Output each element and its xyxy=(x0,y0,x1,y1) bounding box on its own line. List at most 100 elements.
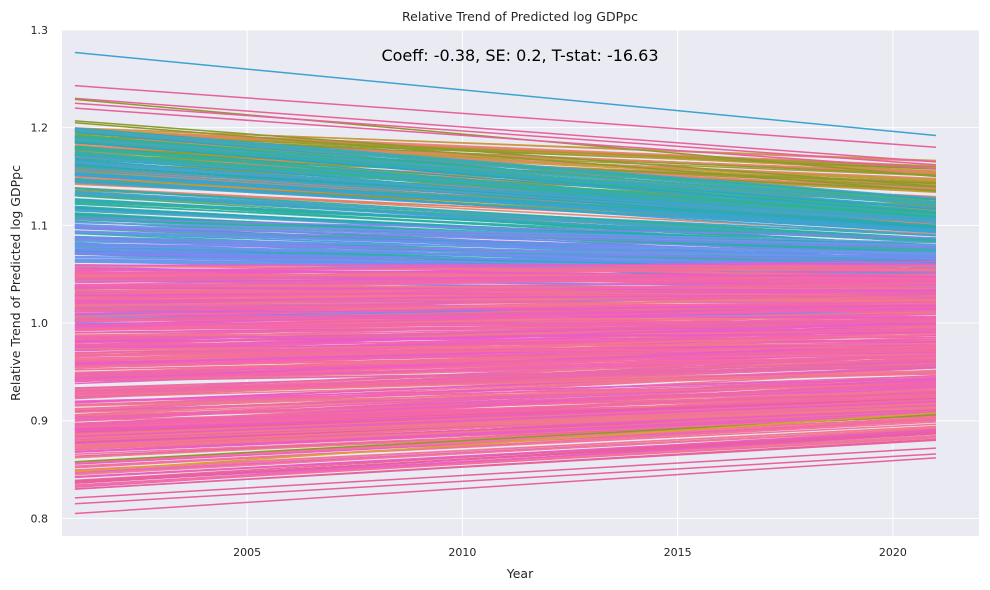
series-line xyxy=(74,360,936,389)
series-line xyxy=(74,413,936,448)
series-line xyxy=(74,359,936,382)
series-line xyxy=(74,315,936,319)
series-line xyxy=(74,331,936,343)
series-line xyxy=(74,263,936,267)
series-line xyxy=(74,315,936,338)
x-tick-label: 2020 xyxy=(879,546,907,559)
series-line xyxy=(74,394,936,422)
series-line xyxy=(74,309,936,323)
series-line xyxy=(74,245,936,259)
series-line xyxy=(74,439,936,490)
series-line xyxy=(74,221,936,244)
series-line xyxy=(74,217,936,239)
series-line xyxy=(74,399,936,431)
y-tick-label: 1.2 xyxy=(31,122,49,135)
y-tick-label: 1.1 xyxy=(31,219,49,232)
series-line xyxy=(74,363,936,393)
series-line xyxy=(74,377,936,402)
series-line xyxy=(74,376,936,419)
series-line xyxy=(74,349,936,375)
series-line xyxy=(74,297,936,301)
series-line xyxy=(74,97,937,163)
y-axis-label: Relative Trend of Predicted log GDPpc xyxy=(8,165,23,401)
series-line xyxy=(74,265,936,279)
series-line xyxy=(74,208,936,253)
series-line xyxy=(74,120,937,188)
x-axis-label: Year xyxy=(506,566,534,581)
series-line xyxy=(74,129,937,205)
series-line xyxy=(74,174,936,233)
series-line xyxy=(74,379,936,413)
series-line xyxy=(74,173,936,232)
series-line xyxy=(74,224,936,247)
series-line xyxy=(74,412,936,473)
series-line xyxy=(74,419,936,469)
series-line xyxy=(74,137,937,206)
series-line xyxy=(74,129,937,201)
series-line xyxy=(74,140,937,207)
series-line xyxy=(74,138,936,173)
series-line xyxy=(74,354,936,381)
series-line xyxy=(74,447,936,499)
series-line xyxy=(74,282,936,295)
series-line xyxy=(74,237,936,265)
series-line xyxy=(74,430,936,478)
series-line xyxy=(74,134,937,205)
series-line xyxy=(74,293,936,311)
series-line xyxy=(74,163,937,229)
series-line xyxy=(74,318,936,332)
series-line xyxy=(74,342,936,367)
series-line xyxy=(74,305,936,321)
series-line xyxy=(74,128,937,199)
series-line xyxy=(74,51,937,137)
series-line xyxy=(74,107,936,170)
series-line xyxy=(74,251,936,267)
series-line xyxy=(74,457,936,515)
series-line xyxy=(74,370,936,396)
series-line xyxy=(74,411,936,453)
series-line xyxy=(74,413,936,454)
series-line xyxy=(74,423,936,468)
y-tick-label: 1.3 xyxy=(31,24,49,37)
series-line xyxy=(74,187,936,241)
series-line xyxy=(74,122,937,192)
series-line xyxy=(74,306,936,329)
series-line xyxy=(74,400,936,438)
series-line xyxy=(74,342,936,350)
series-line xyxy=(74,230,936,258)
x-tick-label: 2005 xyxy=(233,546,261,559)
chart-title: Relative Trend of Predicted log GDPpc xyxy=(402,9,638,24)
series-line xyxy=(74,453,936,505)
y-tick-label: 0.9 xyxy=(31,415,49,428)
y-tick-label: 1.0 xyxy=(31,317,49,330)
series-line xyxy=(74,287,936,297)
series-line xyxy=(74,280,936,300)
y-tick-label: 0.8 xyxy=(31,512,49,525)
series-line xyxy=(74,141,937,214)
series-line xyxy=(74,102,937,166)
series-line xyxy=(74,427,936,476)
series-line xyxy=(74,161,936,224)
series-line xyxy=(74,180,936,234)
x-tick-label: 2010 xyxy=(448,546,476,559)
series-line xyxy=(74,432,936,483)
stats-annotation: Coeff: -0.38, SE: 0.2, T-stat: -16.63 xyxy=(381,46,658,65)
series-line xyxy=(74,382,936,407)
series-lines xyxy=(74,51,937,515)
series-line xyxy=(74,405,936,439)
x-tick-label: 2015 xyxy=(664,546,692,559)
y-axis-ticks: 0.8 0.9 1.0 1.1 1.2 1.3 xyxy=(31,24,49,525)
series-line xyxy=(74,425,936,472)
series-line xyxy=(74,278,936,287)
series-line xyxy=(74,167,936,224)
series-line xyxy=(74,146,937,220)
series-line xyxy=(74,437,936,486)
series-line xyxy=(74,384,936,419)
series-line xyxy=(74,406,936,447)
series-line xyxy=(74,304,936,315)
series-line xyxy=(74,290,936,296)
series-line xyxy=(74,336,936,347)
series-line xyxy=(74,141,937,209)
series-line xyxy=(74,399,936,436)
